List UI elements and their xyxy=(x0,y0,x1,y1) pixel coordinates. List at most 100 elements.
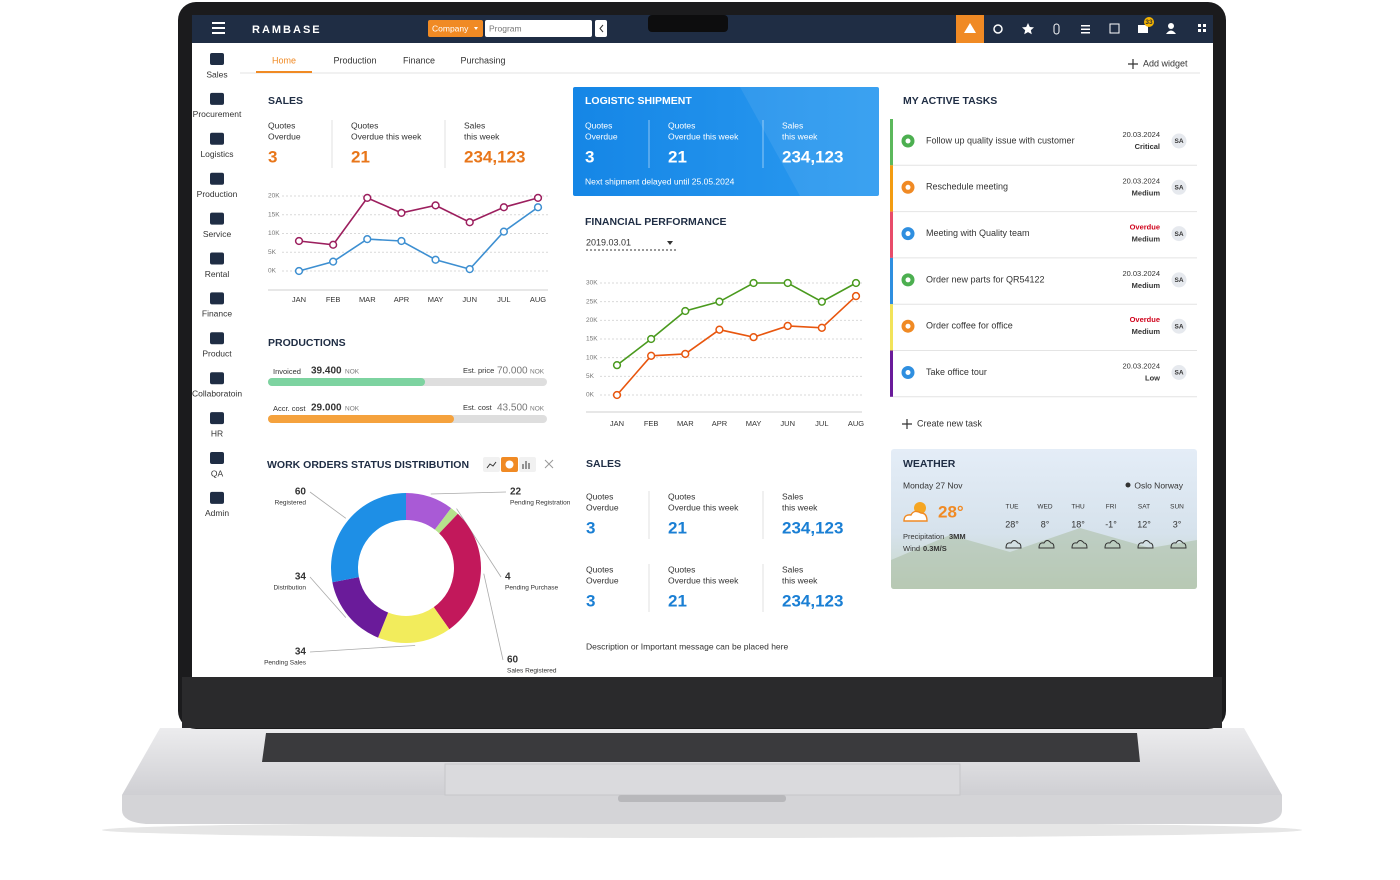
data-point xyxy=(612,360,622,370)
nav-item[interactable]: Admin xyxy=(205,508,229,518)
nav-item[interactable]: Rental xyxy=(205,269,230,279)
nav-item[interactable]: HR xyxy=(211,428,223,438)
leader-line xyxy=(309,576,347,618)
slice-value: 22 xyxy=(510,487,522,498)
create-task[interactable]: Create new task xyxy=(917,418,983,428)
stat-label: Overdue this week xyxy=(668,131,739,141)
tab[interactable]: Production xyxy=(333,55,376,65)
tab[interactable]: Home xyxy=(272,55,296,65)
close-button[interactable] xyxy=(544,459,554,469)
x-tick-label: MAY xyxy=(746,419,762,428)
x-tick-label: MAR xyxy=(677,419,694,428)
plus-icon xyxy=(1128,59,1138,69)
slice-value: 4 xyxy=(505,572,511,583)
y-tick-label: 15K xyxy=(586,336,598,343)
stat-label: this week xyxy=(464,131,500,141)
nav-item[interactable]: QA xyxy=(211,468,224,478)
apps-icon[interactable] xyxy=(1198,24,1206,32)
company-select[interactable] xyxy=(428,20,483,37)
tasks-title: MY ACTIVE TASKS xyxy=(903,95,997,107)
task-status-icon-inner xyxy=(905,323,911,329)
back-button[interactable] xyxy=(595,20,607,37)
stat-label: Quotes xyxy=(668,564,695,574)
sales-title: SALES xyxy=(268,95,303,107)
user-icon[interactable] xyxy=(1166,30,1176,35)
date-select[interactable]: 2019.03.01 xyxy=(586,237,631,247)
series-line xyxy=(616,282,857,366)
tab[interactable]: Purchasing xyxy=(460,55,505,65)
y-tick-label: 10K xyxy=(268,230,280,237)
nav-item[interactable]: Collaboratoin xyxy=(192,388,242,398)
nav-item[interactable]: Logistics xyxy=(200,149,233,159)
x-tick-label: JAN xyxy=(292,295,306,304)
task-title[interactable]: Meeting with Quality team xyxy=(926,228,1030,238)
slice-label: Pending Purchase xyxy=(505,585,559,592)
donut-slice xyxy=(433,513,481,630)
stat-label: Overdue xyxy=(585,131,618,141)
nav-item[interactable]: Finance xyxy=(202,309,233,319)
stat-value: 21 xyxy=(668,518,687,537)
data-point xyxy=(715,325,724,334)
task-priority: Medium xyxy=(1132,235,1161,244)
unit: NOK xyxy=(530,369,545,376)
favorites-icon[interactable] xyxy=(1021,23,1034,35)
precipitation-value: 3MM xyxy=(949,532,966,541)
nav-item[interactable]: Product xyxy=(202,349,232,359)
data-point xyxy=(533,203,543,212)
mail-icon[interactable] xyxy=(1138,25,1148,33)
task-title[interactable]: Order new parts for QR54122 xyxy=(926,274,1045,284)
weather-location: Oslo Norway xyxy=(1134,480,1183,490)
program-input[interactable] xyxy=(485,20,592,37)
logistic-panel xyxy=(573,87,879,196)
x-tick-label: MAR xyxy=(359,295,376,304)
ref-value: 43.500 xyxy=(497,403,528,414)
forecast-icon xyxy=(1170,540,1187,549)
assignee-avatar xyxy=(1171,365,1187,380)
leader-line xyxy=(430,491,507,495)
task-status-icon-inner xyxy=(905,277,911,283)
list-icon[interactable] xyxy=(1081,25,1090,34)
nav-item[interactable]: Procurement xyxy=(193,109,242,119)
tab[interactable]: Finance xyxy=(403,55,435,65)
stat-value: 3 xyxy=(586,518,595,537)
nav-item[interactable]: Service xyxy=(203,229,232,239)
data-point xyxy=(465,218,474,227)
nav-item[interactable]: Sales xyxy=(206,69,227,79)
task-title[interactable]: Reschedule meeting xyxy=(926,182,1008,192)
data-point xyxy=(397,236,406,246)
cloud-icon xyxy=(903,510,928,522)
calendar-icon[interactable] xyxy=(1109,23,1120,34)
attach-icon[interactable] xyxy=(1053,23,1060,35)
leader-line xyxy=(309,645,416,653)
series-line xyxy=(298,196,539,246)
forecast-icon xyxy=(1071,540,1088,549)
help-icon[interactable] xyxy=(993,24,1003,34)
x-tick-label: JAN xyxy=(610,419,624,428)
task-status-icon-inner xyxy=(905,231,911,237)
data-point xyxy=(363,193,372,203)
assignee: SA xyxy=(1174,323,1183,330)
data-point xyxy=(363,234,372,244)
add-widget[interactable]: Add widget xyxy=(1143,58,1188,68)
y-tick-label: 5K xyxy=(268,249,277,256)
stat-label: Sales xyxy=(464,120,485,130)
camera-notch xyxy=(648,15,728,32)
task-priority: Low xyxy=(1145,373,1160,382)
stat-label: Sales xyxy=(782,564,803,574)
nav-icon xyxy=(210,452,224,464)
active-tab-indicator xyxy=(256,71,312,73)
menu-button[interactable] xyxy=(212,22,225,34)
nav-item[interactable]: Production xyxy=(197,189,238,199)
task-title[interactable]: Order coffee for office xyxy=(926,321,1013,331)
stat-label: this week xyxy=(782,131,818,141)
task-date: 20.03.2024 xyxy=(1122,130,1160,139)
donut-slice xyxy=(378,607,450,643)
data-point xyxy=(851,291,861,301)
x-tick-label: AUG xyxy=(530,295,546,304)
bar-chart-button[interactable] xyxy=(519,457,536,472)
stat-label: Quotes xyxy=(586,564,613,574)
task-date: Overdue xyxy=(1130,315,1160,324)
task-title[interactable]: Take office tour xyxy=(926,367,987,377)
forecast-temp: 8° xyxy=(1041,519,1050,529)
task-title[interactable]: Follow up quality issue with customer xyxy=(926,135,1075,145)
